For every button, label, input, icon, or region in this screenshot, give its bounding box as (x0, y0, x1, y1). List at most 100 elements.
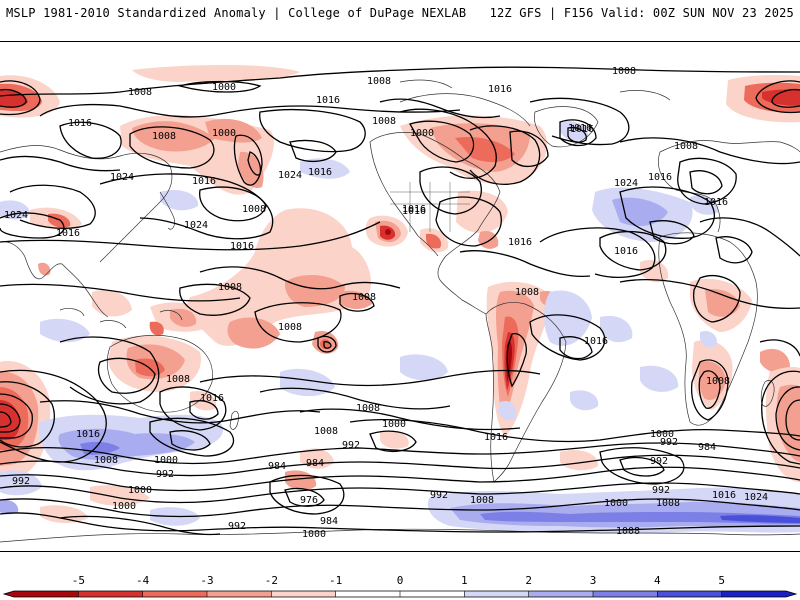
isobar (435, 196, 502, 247)
anomaly-area (90, 485, 150, 506)
colorbar-bar (2, 590, 798, 598)
isobar-label: 1008 (128, 87, 152, 98)
isobar-label: 1016 (712, 490, 736, 501)
isobar (349, 418, 800, 443)
isobar (0, 88, 27, 108)
isobar (599, 230, 667, 271)
isobar-label: 1000 (410, 128, 434, 139)
isobar-label: 1024 (278, 170, 302, 181)
anomaly-area (705, 288, 740, 317)
isobar (690, 359, 729, 421)
coastline (159, 191, 175, 230)
isobar-label: 1008 (94, 455, 118, 466)
anomaly-area (132, 121, 215, 152)
isobar-label: 1024 (4, 210, 28, 221)
coastline (0, 528, 800, 543)
isobar-label: 1016 (402, 204, 426, 215)
isobar-label: 1016 (230, 241, 254, 252)
anomaly-area (720, 515, 800, 523)
anomaly-area (0, 470, 42, 496)
isobar (0, 80, 41, 116)
isobar (259, 387, 451, 410)
isobar-label: 1008 (367, 76, 391, 87)
isobar (0, 442, 800, 465)
isobar-label: 976 (300, 495, 318, 506)
anomaly-colorbar: -5 -4 -3 -2 -1 0 1 2 3 4 5 (2, 574, 798, 598)
anomaly-area (544, 290, 592, 346)
coastline (229, 410, 239, 430)
colorbar-segment (593, 591, 658, 597)
isobar (0, 393, 33, 439)
isobar (369, 430, 417, 453)
isobar-label: 1016 (192, 176, 216, 187)
isobar-label: 984 (306, 458, 324, 469)
colorbar-tick-label: -3 (200, 574, 213, 587)
anomaly-area (40, 505, 88, 524)
isobar (771, 88, 800, 108)
isobar-label: 1008 (515, 287, 539, 298)
anomaly-area (456, 190, 508, 233)
isobar (698, 370, 721, 409)
isobar-label: 984 (698, 442, 716, 453)
isobar-label: 992 (660, 437, 678, 448)
isobar-label: 1000 (604, 498, 628, 509)
isobar-label: 1016 (584, 336, 608, 347)
run-valid-time: 12Z GFS | F156 Valid: 00Z SUN NOV 23 202… (489, 6, 794, 20)
anomaly-area (498, 400, 517, 421)
isobar (409, 120, 475, 163)
isobar (169, 430, 211, 451)
isobar (0, 403, 21, 433)
isobar-label: 1008 (656, 498, 680, 509)
isobar-label: 1008 (372, 116, 396, 127)
anomaly-area (480, 511, 800, 524)
isobar (559, 336, 593, 360)
coastline (106, 334, 213, 413)
colorbar-segment (464, 591, 530, 597)
colorbar-segment (657, 591, 723, 597)
anomaly-area (400, 354, 448, 381)
isobar (359, 466, 800, 483)
isobar-label: 1016 (488, 84, 512, 95)
colorbar-segment (271, 591, 337, 597)
isobar (0, 411, 12, 428)
isobar-label: 984 (320, 516, 338, 527)
isobar-label: 1000 (382, 419, 406, 430)
isobar-label: 1016 (484, 432, 508, 443)
isobar (0, 221, 381, 251)
isobar-label: 1000 (302, 529, 326, 540)
isobar-label: 1008 (314, 426, 338, 437)
colorbar-segment (78, 591, 144, 597)
isobar (379, 98, 501, 119)
colorbar-tick-label: 0 (397, 574, 404, 587)
colorbar-tick-label: -2 (265, 574, 278, 587)
isobar (0, 485, 361, 504)
anomaly-area (284, 275, 345, 307)
isobar-label: 1000 (154, 455, 178, 466)
coastline (658, 151, 721, 233)
isobar-label: 1000 (212, 82, 236, 93)
isobar (97, 357, 156, 394)
isobar (59, 121, 122, 159)
isobar (559, 119, 597, 147)
isobar-label: 1016 (56, 228, 80, 239)
isobar-label: 1008 (674, 141, 698, 152)
coastline (0, 145, 173, 263)
isobar (715, 236, 753, 264)
isobar-label: 1016 (200, 393, 224, 404)
isobar-label: 1016 (76, 429, 100, 440)
isobar (199, 266, 401, 290)
anomaly-area (227, 317, 280, 349)
isobar (761, 370, 800, 465)
isobar-label: 1000 (112, 501, 136, 512)
isobar (339, 292, 375, 312)
isobar-label: 1016 (508, 237, 532, 248)
map-panel: 1008 1000 1008 1008 1016 1016 1008 1000 … (0, 41, 800, 552)
isobar (775, 386, 800, 451)
isobar (479, 498, 800, 511)
colorbar-tick-label: 4 (654, 574, 661, 587)
anomaly-area (612, 197, 668, 227)
anomaly-area (640, 259, 669, 283)
anomaly-shading (0, 65, 800, 534)
colorbar-max-arrow (786, 591, 796, 597)
isobar-label: 992 (342, 440, 360, 451)
